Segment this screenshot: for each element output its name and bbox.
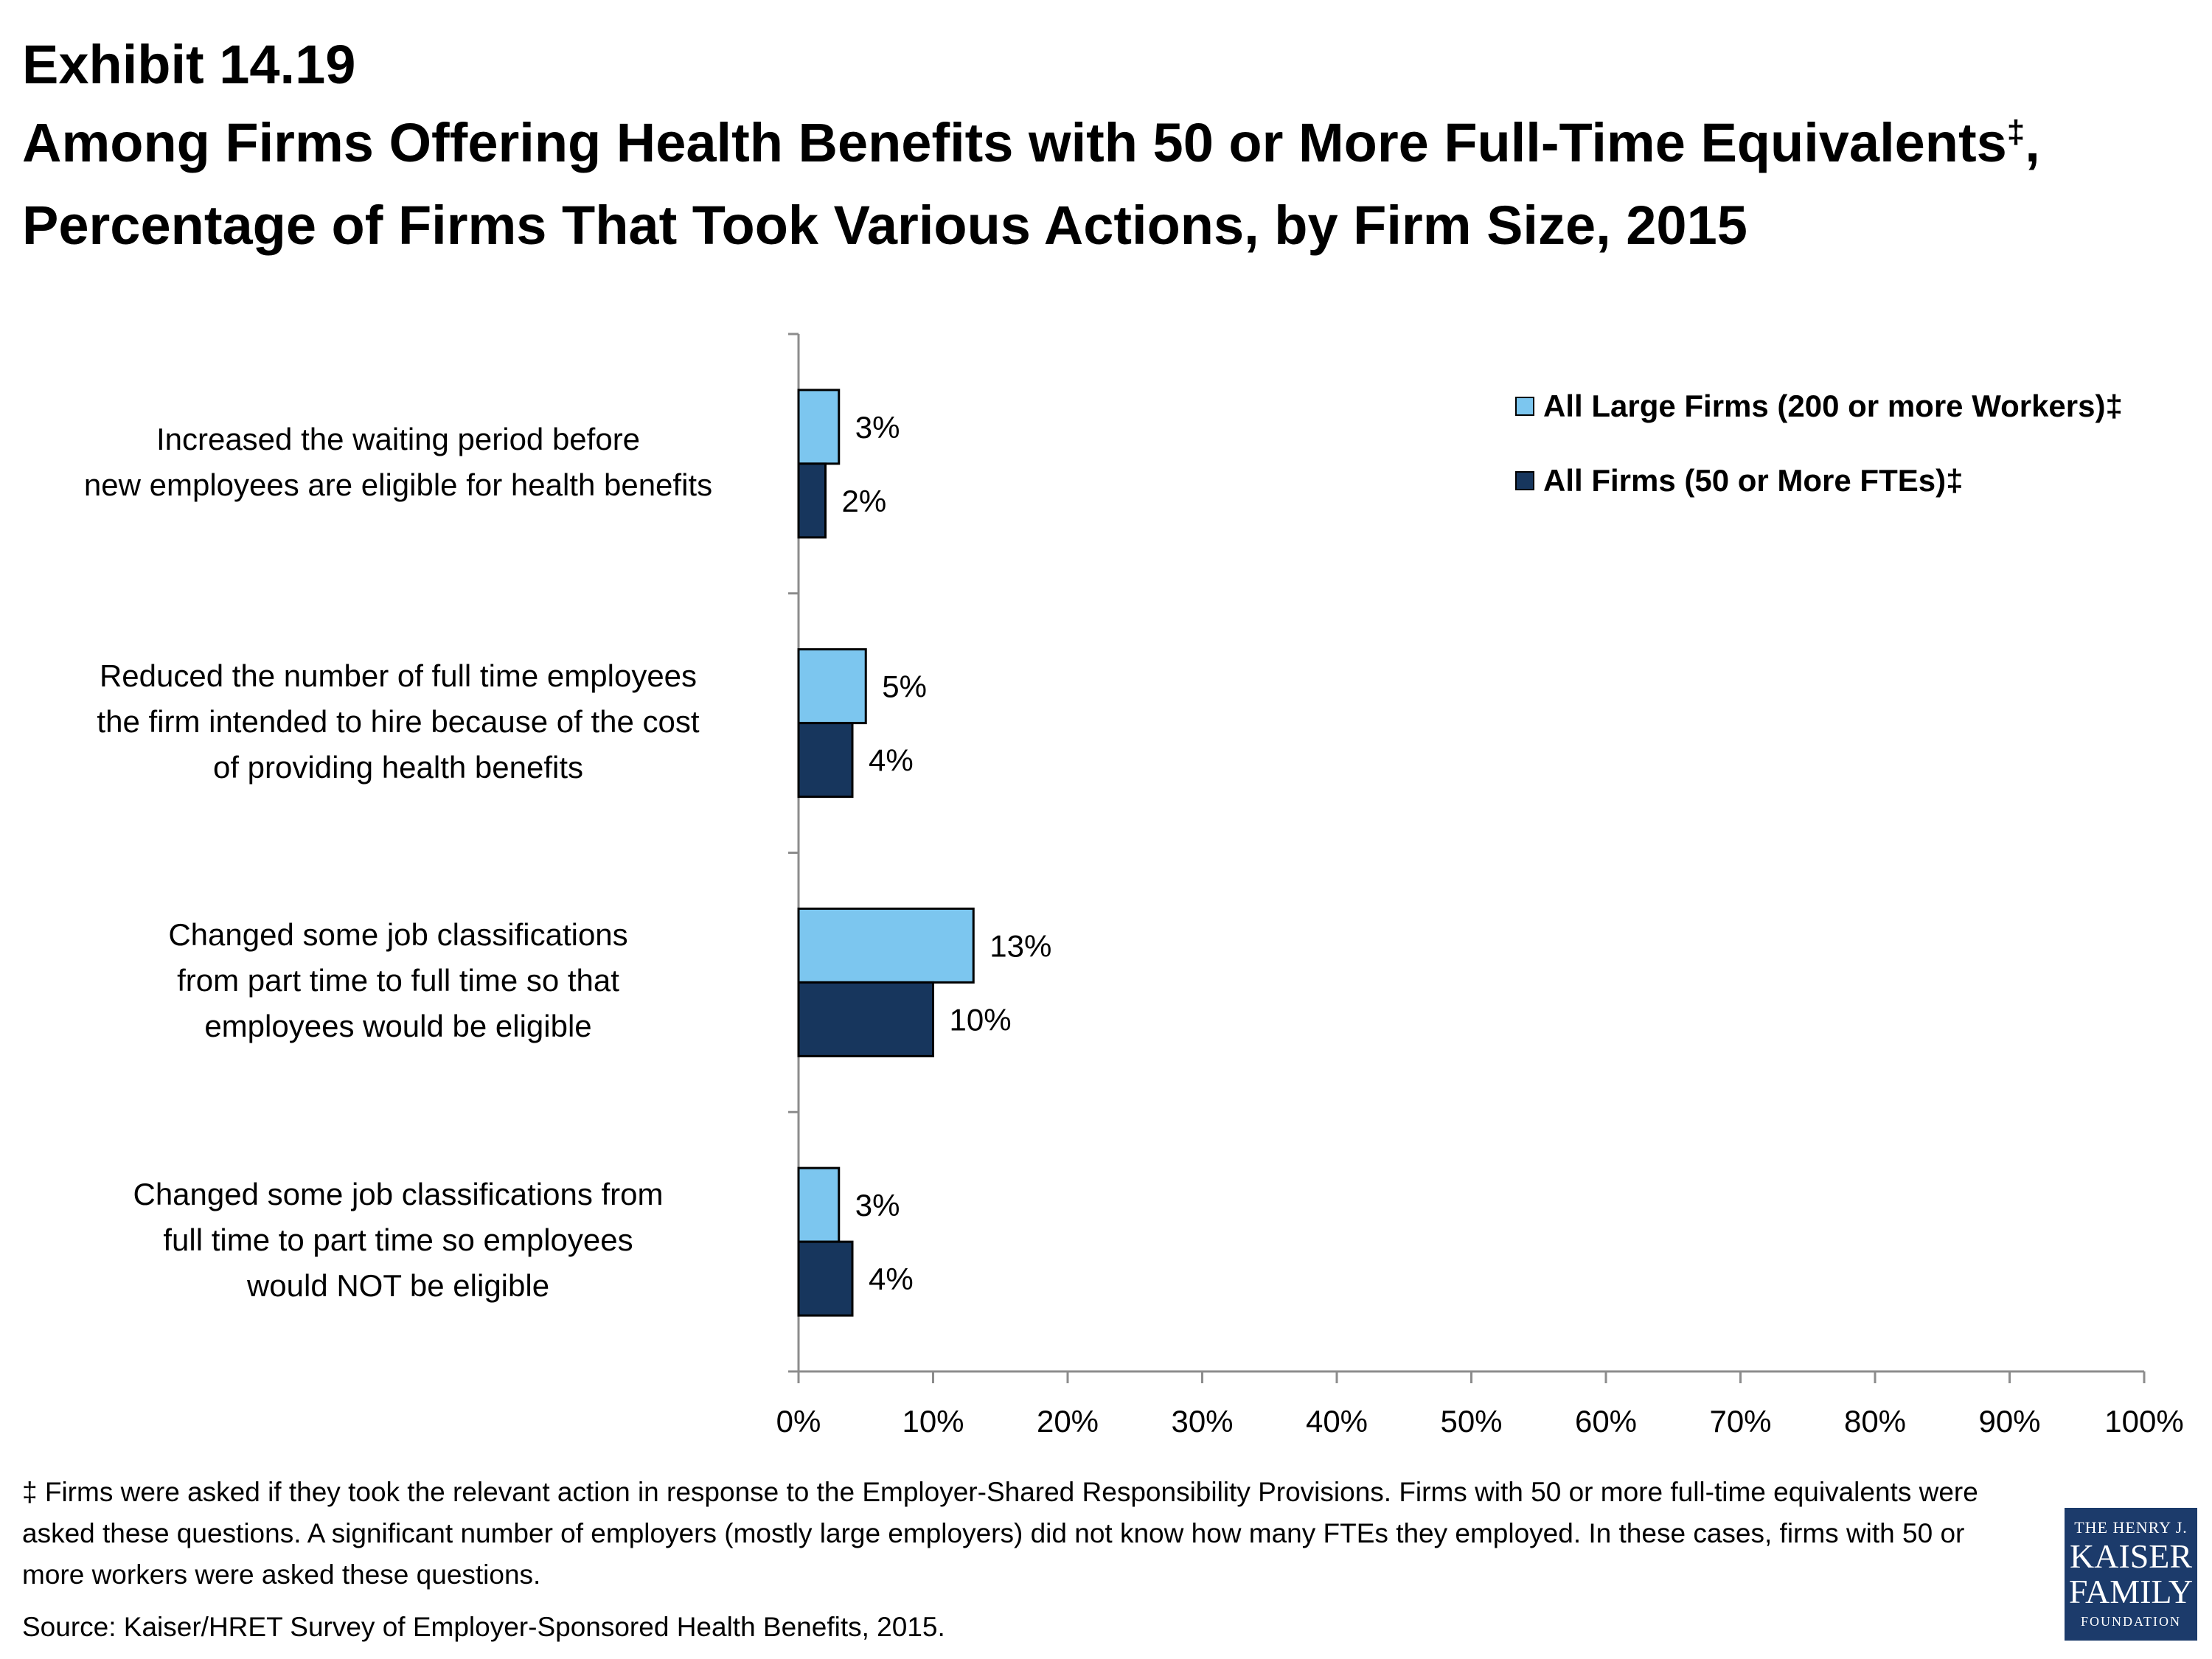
legend-label: All Firms (50 or More FTEs)‡ (1543, 463, 1964, 498)
chart-title-main: Among Firms Offering Health Benefits wit… (22, 112, 2007, 173)
x-tick-label: 100% (2104, 1404, 2183, 1439)
x-tick-label: 50% (1440, 1404, 1502, 1439)
legend-swatch (1515, 397, 1534, 416)
chart-title-dagger: ‡ (2006, 114, 2025, 150)
source-note: Source: Kaiser/HRET Survey of Employer-S… (22, 1612, 945, 1642)
kff-logo: THE HENRY J. KAISER FAMILY FOUNDATION (2065, 1508, 2197, 1641)
exhibit-number: Exhibit 14.19 (22, 34, 356, 95)
bar (797, 648, 867, 725)
bar-value-label: 5% (882, 669, 927, 704)
bar-value-label: 4% (869, 1262, 914, 1296)
bar-value-label: 2% (842, 484, 887, 518)
logo-text-kaiser: KAISER (2069, 1537, 2193, 1575)
bar-value-label: 4% (869, 743, 914, 778)
x-tick-label: 30% (1171, 1404, 1233, 1439)
bar (797, 1240, 854, 1317)
x-tick-label: 40% (1306, 1404, 1368, 1439)
logo-text-family: FAMILY (2068, 1573, 2194, 1610)
bar-value-label: 10% (950, 1002, 1012, 1037)
chart-title-rest: , Percentage of Firms That Took Various … (22, 112, 2040, 256)
x-tick-label: 0% (776, 1404, 821, 1439)
bar (797, 389, 841, 465)
bar-value-label: 3% (855, 1188, 900, 1222)
chart-title: Among Firms Offering Health Benefits wit… (22, 102, 2175, 267)
bar (797, 462, 827, 539)
x-tick-label: 10% (902, 1404, 964, 1439)
legend-swatch (1515, 471, 1534, 490)
bar (797, 907, 975, 984)
legend-item-large-firms: All Large Firms (200 or more Workers)‡ (1515, 387, 2123, 425)
bar (797, 722, 854, 799)
logo-text-top: THE HENRY J. (2074, 1518, 2188, 1537)
x-tick-label: 60% (1575, 1404, 1637, 1439)
category-label: Changed some job classifications from fu… (133, 1177, 664, 1303)
x-tick-label: 70% (1709, 1404, 1771, 1439)
x-tick-label: 90% (1978, 1404, 2040, 1439)
x-tick-label: 20% (1037, 1404, 1099, 1439)
bar (797, 1166, 841, 1243)
category-label: Changed some job classifications from pa… (168, 917, 628, 1043)
title-block: Exhibit 14.19 Among Firms Offering Healt… (22, 28, 2190, 267)
bar-value-label: 3% (855, 410, 900, 445)
category-label: Increased the waiting period before new … (83, 422, 713, 502)
footnote: ‡ Firms were asked if they took the rele… (22, 1477, 1978, 1590)
logo-text-bottom: FOUNDATION (2081, 1614, 2181, 1629)
legend-label: All Large Firms (200 or more Workers)‡ (1543, 389, 2123, 423)
category-label: Reduced the number of full time employee… (97, 658, 700, 785)
legend-item-all-firms: All Firms (50 or More FTEs)‡ (1515, 462, 1963, 500)
bar (797, 981, 934, 1057)
x-tick-label: 80% (1844, 1404, 1906, 1439)
bar-value-label: 13% (990, 928, 1051, 963)
